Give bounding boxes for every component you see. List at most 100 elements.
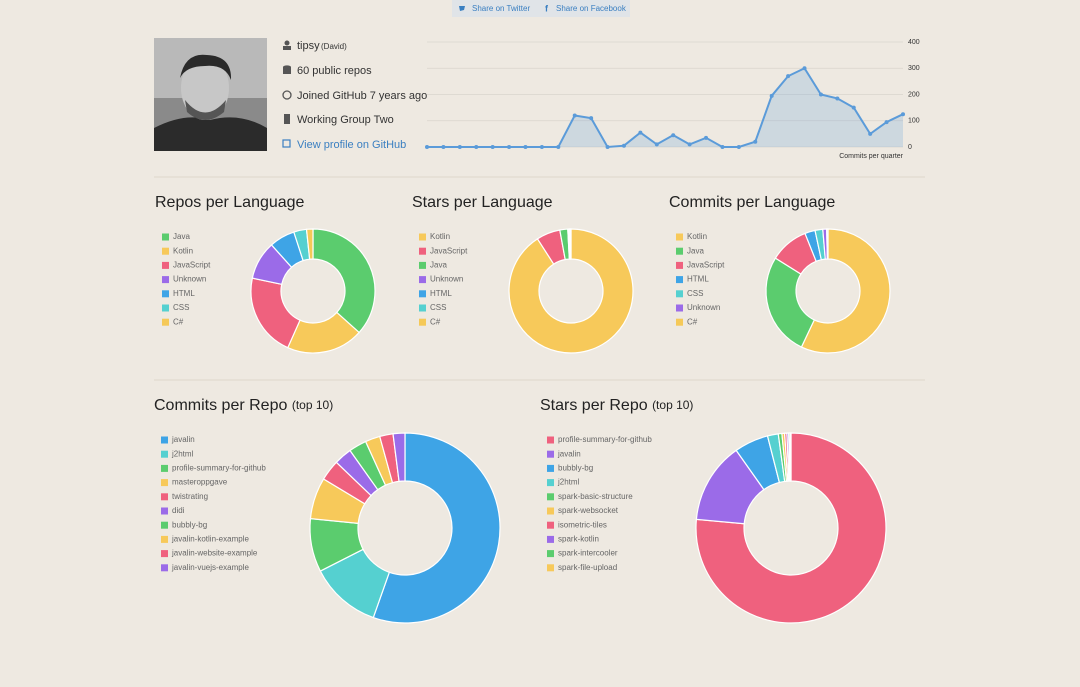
legend-swatch xyxy=(162,247,169,255)
legend-label: bubbly-bg xyxy=(558,464,593,473)
legend-label: twistrating xyxy=(172,492,208,501)
point xyxy=(556,145,561,149)
legend-swatch xyxy=(161,493,168,501)
legend-swatch xyxy=(676,233,683,241)
title-text: Commits per Repo xyxy=(154,397,287,414)
legend-swatch xyxy=(676,304,683,312)
legend-swatch xyxy=(161,550,168,558)
legend-swatch xyxy=(547,493,554,501)
legend-swatch xyxy=(162,304,169,312)
point xyxy=(687,142,692,147)
company: Working Group Two xyxy=(297,114,394,126)
y-tick-label: 200 xyxy=(908,91,920,98)
legend-label: JavaScript xyxy=(173,261,211,270)
share-facebook[interactable]: Share on Facebook xyxy=(556,4,627,13)
legend-swatch xyxy=(162,318,169,326)
legend-swatch xyxy=(161,535,168,543)
legend-swatch xyxy=(419,318,426,326)
point xyxy=(736,145,741,149)
legend-swatch xyxy=(162,290,169,298)
legend-label: JavaScript xyxy=(430,246,468,255)
chart-title: Repos per Language xyxy=(155,194,305,211)
point xyxy=(851,105,856,110)
profile-link[interactable]: View profile on GitHub xyxy=(297,139,406,151)
legend-label: profile-summary-for-github xyxy=(558,435,652,444)
legend-label: Kotlin xyxy=(173,246,193,255)
point xyxy=(490,145,495,149)
legend-swatch xyxy=(547,436,554,444)
slice xyxy=(372,432,501,624)
point xyxy=(425,145,429,149)
subtitle: (top 10) xyxy=(652,398,693,412)
legend-swatch xyxy=(676,290,683,298)
legend-swatch xyxy=(676,261,683,269)
legend-swatch xyxy=(547,507,554,515)
slice xyxy=(392,432,406,483)
legend-swatch xyxy=(676,247,683,255)
legend-label: Kotlin xyxy=(687,232,707,241)
legend-label: Unknown xyxy=(687,303,720,312)
title-text: Commits per Language xyxy=(669,194,835,211)
y-tick-label: 100 xyxy=(908,118,920,125)
legend-swatch xyxy=(161,521,168,529)
legend-label: Kotlin xyxy=(430,232,450,241)
legend-label: spark-kotlin xyxy=(558,535,599,544)
legend-swatch xyxy=(419,276,426,284)
slice xyxy=(312,228,376,334)
legend-swatch xyxy=(547,464,554,472)
legend-swatch xyxy=(676,318,683,326)
legend-label: Unknown xyxy=(430,275,463,284)
legend-label: C# xyxy=(687,317,698,326)
legend-swatch xyxy=(547,550,554,558)
legend-swatch xyxy=(547,564,554,572)
point xyxy=(802,66,807,71)
area xyxy=(427,68,903,147)
point xyxy=(818,92,823,97)
legend-swatch xyxy=(547,535,554,543)
legend-label: HTML xyxy=(687,275,709,284)
legend-swatch xyxy=(419,304,426,312)
legend-label: C# xyxy=(173,317,184,326)
legend-label: javalin xyxy=(171,435,195,444)
legend-label: j2html xyxy=(171,449,194,458)
legend-label: profile-summary-for-github xyxy=(172,464,266,473)
legend-swatch xyxy=(161,436,168,444)
subtitle: (top 10) xyxy=(292,398,333,412)
point xyxy=(786,74,791,79)
point xyxy=(753,139,758,144)
username: tipsy xyxy=(297,40,320,52)
point xyxy=(539,145,544,149)
line xyxy=(427,66,904,149)
point xyxy=(621,143,626,148)
legend-label: HTML xyxy=(173,289,195,298)
point xyxy=(523,145,528,149)
legend-label: spark-file-upload xyxy=(558,563,617,572)
legend-label: masteroppgave xyxy=(172,478,228,487)
y-tick-label: 400 xyxy=(908,39,920,46)
legend-label: spark-basic-structure xyxy=(558,492,633,501)
legend-label: javalin-kotlin-example xyxy=(171,535,249,544)
repo-count: 60 public repos xyxy=(297,65,372,77)
legend-label: JavaScript xyxy=(687,261,725,270)
title-text: Stars per Language xyxy=(412,194,553,211)
legend-swatch xyxy=(419,261,426,269)
slice xyxy=(508,228,634,354)
legend-label: Unknown xyxy=(173,275,206,284)
legend-label: CSS xyxy=(430,303,446,312)
legend-label: HTML xyxy=(430,289,452,298)
real-name: (David) xyxy=(321,42,347,51)
title-text: Repos per Language xyxy=(155,194,305,211)
legend-swatch xyxy=(161,507,168,515)
share-twitter[interactable]: Share on Twitter xyxy=(472,4,530,13)
chart-title: Stars per Language xyxy=(412,194,553,211)
legend-label: Java xyxy=(430,261,447,270)
legend-swatch xyxy=(547,479,554,487)
legend-label: Java xyxy=(173,232,190,241)
point xyxy=(572,113,577,118)
legend-label: isometric-tiles xyxy=(558,520,607,529)
legend-label: javalin-website-example xyxy=(171,549,258,558)
point xyxy=(589,116,594,121)
title-text: Stars per Repo xyxy=(540,397,648,414)
legend-swatch xyxy=(161,564,168,572)
